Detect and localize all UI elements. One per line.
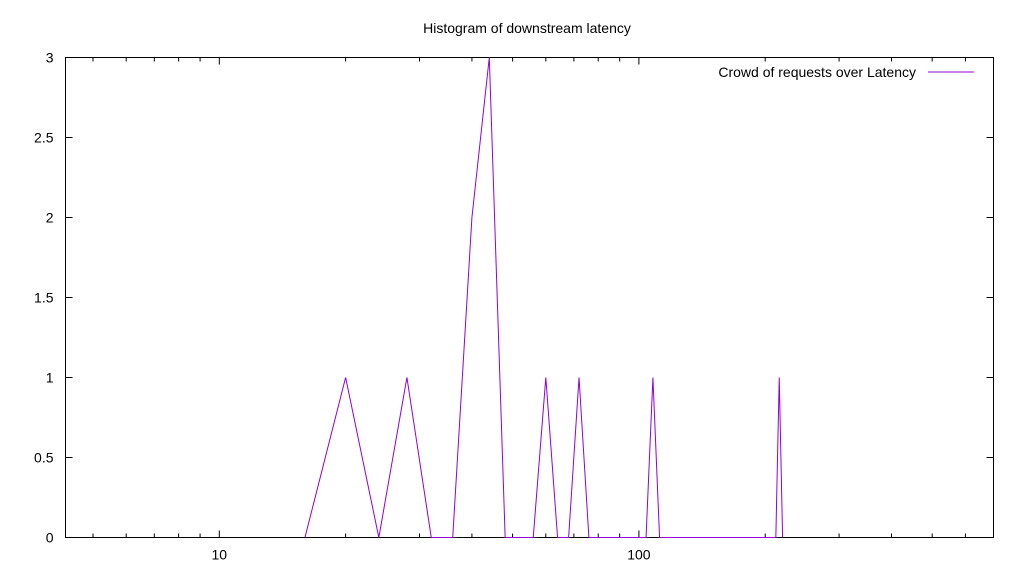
y-axis: 0 0.5 1 1.5 2 2.5 3: [34, 50, 994, 546]
y-tick-label: 0: [46, 530, 54, 546]
series-layer: [304, 57, 784, 538]
y-tick-label: 2: [46, 210, 54, 226]
y-tick-label: 1: [46, 370, 54, 386]
y-tick-label: 1.5: [34, 290, 54, 306]
chart-title: Histogram of downstream latency: [423, 20, 631, 36]
x-tick-label: 100: [627, 547, 651, 563]
x-axis: 10 100: [92, 57, 994, 563]
series-line: [304, 57, 784, 538]
legend-label: Crowd of requests over Latency: [718, 64, 916, 80]
legend: Crowd of requests over Latency: [718, 64, 974, 80]
y-tick-label: 3: [46, 50, 54, 66]
y-tick-label: 0.5: [34, 450, 54, 466]
x-tick-label: 10: [212, 547, 228, 563]
y-tick-label: 2.5: [34, 130, 54, 146]
plot-frame: [65, 57, 994, 538]
